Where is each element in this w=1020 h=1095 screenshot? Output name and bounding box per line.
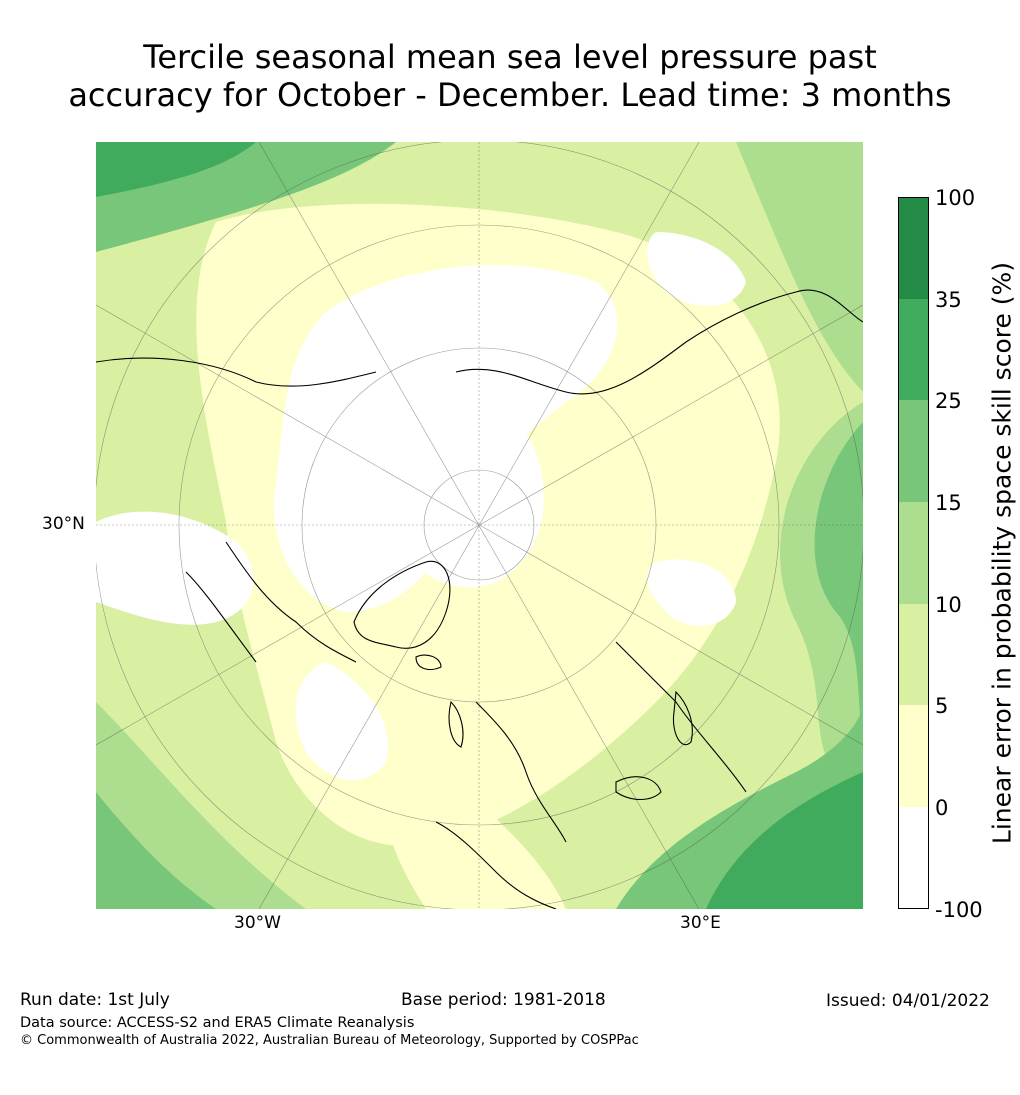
colorbar-tick-0: 0 — [935, 796, 949, 820]
greenland-coast — [353, 560, 451, 649]
skill-field-white-5 — [647, 232, 746, 306]
colorbar-bin-15-25 — [898, 400, 929, 502]
colorbar-tick-15: 15 — [935, 491, 962, 515]
polar-skill-map — [96, 142, 863, 909]
copyright: © Commonwealth of Australia 2022, Austra… — [20, 1033, 639, 1048]
skill-field-white-3 — [96, 511, 254, 625]
title-line-1: Tercile seasonal mean sea level pressure… — [143, 38, 877, 76]
lon-label-30e: 30°E — [680, 913, 721, 933]
eurasia-coast — [455, 289, 863, 793]
skill-field-right-mid — [814, 422, 863, 742]
graticule — [96, 142, 863, 909]
colorbar-tick-25: 25 — [935, 389, 962, 413]
colorbar-bin-0-5 — [898, 705, 929, 807]
skill-field-white-4 — [295, 662, 388, 781]
colorbar-tick-100: 100 — [935, 186, 976, 210]
issued-date: Issued: 04/01/2022 — [826, 991, 990, 1011]
north-america-coast — [96, 357, 377, 663]
uk-coast — [448, 700, 464, 748]
colorbar-tick-5: 5 — [935, 694, 949, 718]
colorbar-bin-10-15 — [898, 502, 929, 604]
caspian-sea — [672, 690, 693, 745]
coastlines — [96, 289, 863, 909]
colorbar-bin-neg100-0 — [898, 807, 929, 909]
colorbar-tick-35: 35 — [935, 288, 962, 312]
colorbar-tick-10: 10 — [935, 593, 962, 617]
lon-label-30w: 30°W — [234, 913, 281, 933]
title-line-2: accuracy for October - December. Lead ti… — [68, 76, 952, 114]
skill-field-yellow-2 — [383, 742, 566, 909]
iceland — [415, 654, 442, 671]
skill-field-white-6 — [647, 559, 736, 626]
skill-field-bottom-left-dark — [96, 792, 216, 909]
data-source: Data source: ACCESS-S2 and ERA5 Climate … — [20, 1015, 415, 1031]
lat-label-30n: 30°N — [42, 514, 85, 534]
colorbar-bin-5-10 — [898, 604, 929, 705]
skill-field-top-right — [736, 142, 863, 392]
europe-coast — [435, 701, 567, 909]
black-sea — [615, 776, 662, 801]
colorbar-bin-35-100 — [898, 197, 929, 299]
run-date: Run date: 1st July — [20, 990, 170, 1010]
colorbar-tick-neg100: -100 — [935, 898, 983, 922]
map-title: Tercile seasonal mean sea level pressure… — [0, 38, 1020, 114]
colorbar — [898, 197, 929, 909]
skill-field-bottom-right-dark — [706, 772, 863, 909]
skill-field-top-left-dark — [96, 142, 256, 197]
base-period: Base period: 1981-2018 — [401, 990, 606, 1010]
colorbar-label: Linear error in probability space skill … — [987, 261, 1017, 845]
colorbar-bin-25-35 — [898, 299, 929, 400]
